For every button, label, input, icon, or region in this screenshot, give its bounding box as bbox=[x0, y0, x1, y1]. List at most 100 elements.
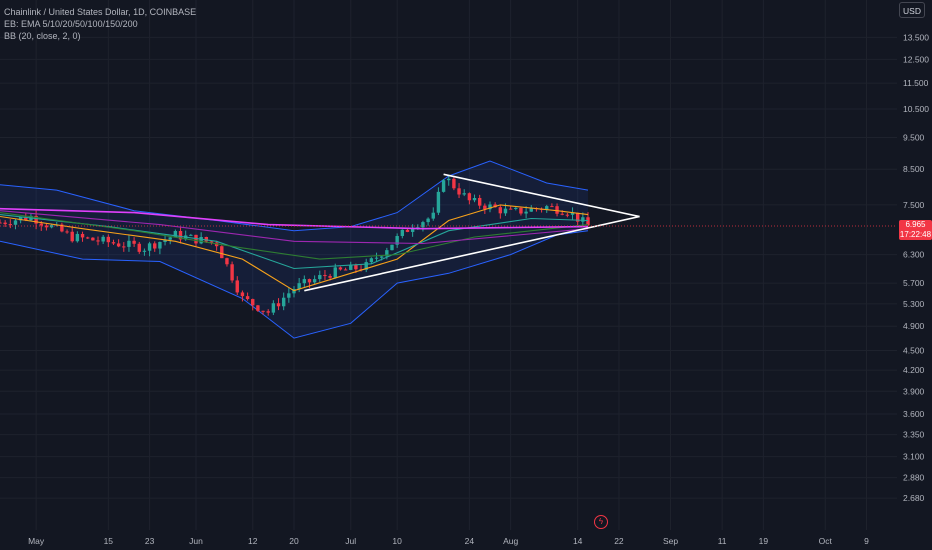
candle-body-103 bbox=[529, 208, 533, 212]
candle-61 bbox=[312, 275, 317, 285]
last-price-tag: 6.965 17:22:48 bbox=[899, 219, 932, 240]
candle-12 bbox=[60, 222, 64, 233]
candle-101 bbox=[519, 207, 523, 216]
candle-85 bbox=[436, 187, 441, 216]
price-axis[interactable]: 13.500 12.500 11.500 10.500 9.500 8.500 7.500 6… bbox=[903, 32, 929, 503]
candle-30 bbox=[153, 241, 157, 252]
candle-body-76 bbox=[390, 244, 394, 251]
candle-90 bbox=[462, 189, 466, 197]
candle-body-50 bbox=[256, 305, 260, 311]
candle-66 bbox=[338, 266, 343, 271]
candle-body-63 bbox=[323, 275, 327, 277]
candle-body-101 bbox=[519, 207, 523, 214]
candle-body-33 bbox=[168, 237, 172, 240]
time-axis[interactable]: May 15 23 Jun 12 20 Jul 10 24 Aug 14 22 Sep 11 19 Oct 9 bbox=[28, 536, 869, 546]
last-price-value: 6.965 bbox=[905, 219, 926, 229]
candle-45 bbox=[230, 261, 234, 283]
candle-body-32 bbox=[163, 239, 167, 242]
candle-body-51 bbox=[261, 310, 265, 312]
candle-body-4 bbox=[18, 216, 23, 221]
ema-line-3 bbox=[0, 210, 589, 245]
candle-68 bbox=[349, 261, 353, 271]
candle-body-9 bbox=[44, 225, 49, 228]
candle-body-22 bbox=[111, 242, 116, 244]
candle-102 bbox=[524, 206, 528, 219]
candle-53 bbox=[271, 300, 276, 316]
candle-2 bbox=[8, 219, 13, 229]
candle-95 bbox=[488, 201, 492, 213]
ema-line-2 bbox=[0, 212, 589, 260]
time-tick-label-15: Oct bbox=[819, 536, 833, 546]
candle-body-87 bbox=[447, 178, 451, 181]
candle-50 bbox=[256, 304, 260, 312]
candle-body-15 bbox=[75, 233, 80, 242]
candle-body-80 bbox=[410, 228, 415, 232]
candle-51 bbox=[261, 310, 265, 315]
candle-body-46 bbox=[235, 280, 239, 293]
time-tick-label-0: May bbox=[28, 536, 45, 546]
candle-body-24 bbox=[122, 246, 126, 248]
candle-body-41 bbox=[209, 241, 214, 243]
candle-body-100 bbox=[514, 207, 518, 209]
price-tick-label-9: 5.300 bbox=[903, 299, 925, 309]
candle-body-79 bbox=[405, 229, 410, 232]
candle-63 bbox=[323, 270, 327, 281]
candle-body-53 bbox=[271, 303, 276, 313]
candle-24 bbox=[122, 242, 126, 252]
candle-99 bbox=[508, 206, 513, 210]
candle-body-7 bbox=[34, 215, 38, 224]
candle-93 bbox=[477, 194, 482, 209]
candle-body-108 bbox=[555, 206, 559, 214]
candle-body-42 bbox=[214, 242, 219, 247]
price-tick-label-14: 3.600 bbox=[903, 409, 925, 419]
candle-body-91 bbox=[467, 193, 472, 201]
price-tick-label-13: 3.900 bbox=[903, 386, 925, 396]
bollinger-indicator-label[interactable]: BB (20, close, 2, 0) bbox=[4, 31, 81, 41]
candle-countdown: 17:22:48 bbox=[899, 229, 932, 239]
candle-72 bbox=[369, 257, 374, 265]
candle-body-69 bbox=[354, 264, 358, 270]
candlestick-series bbox=[0, 175, 590, 316]
chart-grid bbox=[0, 0, 897, 530]
candle-body-65 bbox=[333, 267, 337, 278]
candle-52 bbox=[266, 309, 270, 316]
candle-body-110 bbox=[565, 214, 570, 216]
candle-body-8 bbox=[39, 223, 43, 226]
candle-body-102 bbox=[524, 211, 528, 214]
candle-body-47 bbox=[240, 292, 245, 297]
candle-19 bbox=[96, 236, 100, 246]
time-tick-label-8: 24 bbox=[465, 536, 475, 546]
candle-body-20 bbox=[101, 236, 105, 242]
candle-17 bbox=[85, 236, 90, 239]
ema-indicator-label[interactable]: EB: EMA 5/10/20/50/100/150/200 bbox=[4, 19, 138, 29]
candle-0 bbox=[0, 219, 2, 224]
candle-76 bbox=[390, 244, 394, 251]
candle-body-71 bbox=[364, 262, 368, 270]
price-tick-label-4: 9.500 bbox=[903, 133, 925, 143]
candle-body-55 bbox=[281, 297, 286, 307]
symbol-title[interactable]: Chainlink / United States Dollar, 1D, CO… bbox=[4, 7, 197, 17]
candle-body-61 bbox=[312, 279, 317, 283]
candle-body-49 bbox=[251, 299, 255, 306]
candle-body-98 bbox=[503, 208, 508, 214]
lightning-bolt-icon[interactable]: ϟ bbox=[594, 515, 608, 529]
candle-body-107 bbox=[550, 206, 554, 208]
currency-unit-button[interactable]: USD bbox=[899, 2, 925, 18]
price-tick-label-8: 5.700 bbox=[903, 278, 925, 288]
bollinger-fill-area bbox=[0, 161, 588, 339]
price-tick-label-17: 2.880 bbox=[903, 473, 925, 483]
candle-56 bbox=[287, 287, 291, 303]
candle-body-1 bbox=[3, 222, 7, 225]
time-tick-label-2: 23 bbox=[145, 536, 155, 546]
time-tick-label-7: 10 bbox=[392, 536, 402, 546]
candle-47 bbox=[240, 290, 245, 302]
candle-body-28 bbox=[142, 250, 147, 252]
candle-body-90 bbox=[462, 193, 466, 195]
candle-3 bbox=[13, 218, 18, 230]
candle-107 bbox=[550, 203, 554, 208]
candle-body-3 bbox=[13, 220, 18, 225]
candle-body-58 bbox=[297, 283, 301, 289]
candle-body-5 bbox=[24, 216, 28, 221]
candle-body-30 bbox=[153, 243, 157, 249]
